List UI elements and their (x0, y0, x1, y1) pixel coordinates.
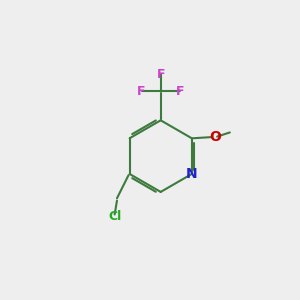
Text: N: N (186, 167, 197, 181)
Text: F: F (137, 85, 146, 98)
Text: F: F (156, 68, 165, 81)
Text: F: F (176, 85, 184, 98)
Text: O: O (209, 130, 221, 144)
Text: Cl: Cl (108, 210, 121, 223)
